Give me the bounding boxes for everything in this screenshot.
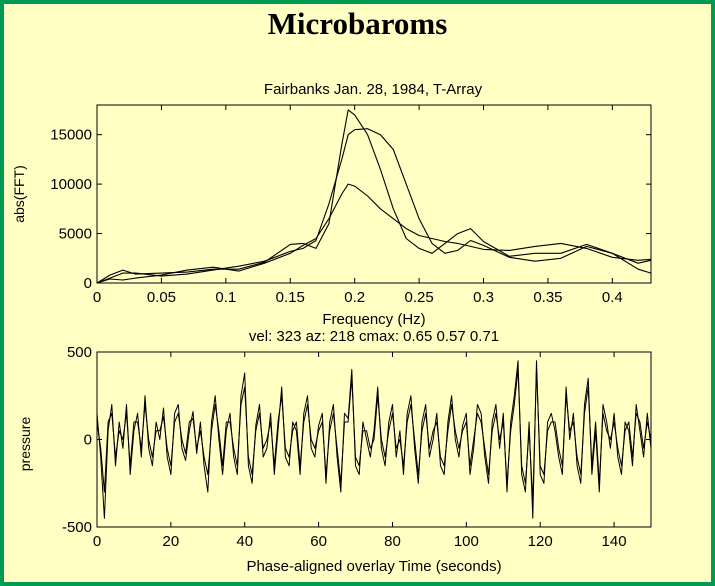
overlay-x-tick-label: 120 <box>528 533 553 550</box>
spectrum-plot-frame <box>96 104 652 284</box>
figure-panel: Microbaroms Fairbanks Jan. 28, 1984, T-A… <box>4 4 711 582</box>
overlay-x-tick-label: 80 <box>384 533 401 550</box>
overlay-x-axis-label: Phase-aligned overlay Time (seconds) <box>246 558 501 575</box>
spectrum-series-3-line <box>96 183 652 284</box>
overlay-y-tick-label: 0 <box>84 432 92 449</box>
spectrum-chart-title: Fairbanks Jan. 28, 1984, T-Array <box>264 81 483 98</box>
overlay-series-group <box>96 360 652 519</box>
spectrum-x-tick-label: 0 <box>93 289 101 306</box>
overlay-x-tick-label: 60 <box>310 533 327 550</box>
overlay-y-ticks: -500 0 500 <box>62 344 651 536</box>
overlay-x-tick-label: 0 <box>93 533 101 550</box>
overlay-chart-title: vel: 323 az: 218 cmax: 0.65 0.57 0.71 <box>249 328 499 345</box>
overlay-y-tick-label: 500 <box>67 344 92 361</box>
spectrum-y-tick-label: 10000 <box>50 176 92 193</box>
spectrum-x-tick-label: 0.2 <box>344 289 365 306</box>
spectrum-y-tick-label: 15000 <box>50 127 92 144</box>
spectrum-y-tick-label: 0 <box>84 275 92 292</box>
spectrum-x-tick-label: 0.4 <box>602 289 623 306</box>
overlay-series-2-line <box>96 369 652 502</box>
spectrum-x-tick-label: 0.3 <box>473 289 494 306</box>
spectrum-x-tick-label: 0.15 <box>276 289 305 306</box>
overlay-x-ticks: 0 20 40 60 80 100 120 140 <box>93 352 627 550</box>
spectrum-x-tick-label: 0.25 <box>404 289 433 306</box>
spectrum-x-ticks: 0 0.05 0.1 0.15 0.2 0.25 0.3 0.35 0.4 <box>93 105 623 306</box>
spectrum-x-tick-label: 0.05 <box>147 289 176 306</box>
spectrum-series-2-line <box>96 109 652 284</box>
spectrum-series-group <box>96 109 652 284</box>
overlay-y-axis-label: pressure <box>17 417 33 472</box>
spectrum-y-axis-label: abs(FFT) <box>11 165 27 223</box>
spectrum-x-tick-label: 0.35 <box>533 289 562 306</box>
spectrum-y-ticks: 0 5000 10000 15000 <box>50 127 651 292</box>
spectrum-series-1-line <box>96 128 652 284</box>
page-title: Microbaroms <box>267 6 448 41</box>
overlay-x-tick-label: 140 <box>602 533 627 550</box>
overlay-x-tick-label: 100 <box>454 533 479 550</box>
overlay-y-tick-label: -500 <box>62 519 92 536</box>
overlay-series-1-line <box>96 360 652 519</box>
overlay-x-tick-label: 40 <box>236 533 253 550</box>
spectrum-y-tick-label: 5000 <box>59 226 92 243</box>
overlay-x-tick-label: 20 <box>163 533 180 550</box>
spectrum-x-tick-label: 0.1 <box>215 289 236 306</box>
figure-svg: Fairbanks Jan. 28, 1984, T-Array 0 0.05 0.… <box>11 81 652 575</box>
spectrum-x-axis-label: Frequency (Hz) <box>322 311 425 328</box>
